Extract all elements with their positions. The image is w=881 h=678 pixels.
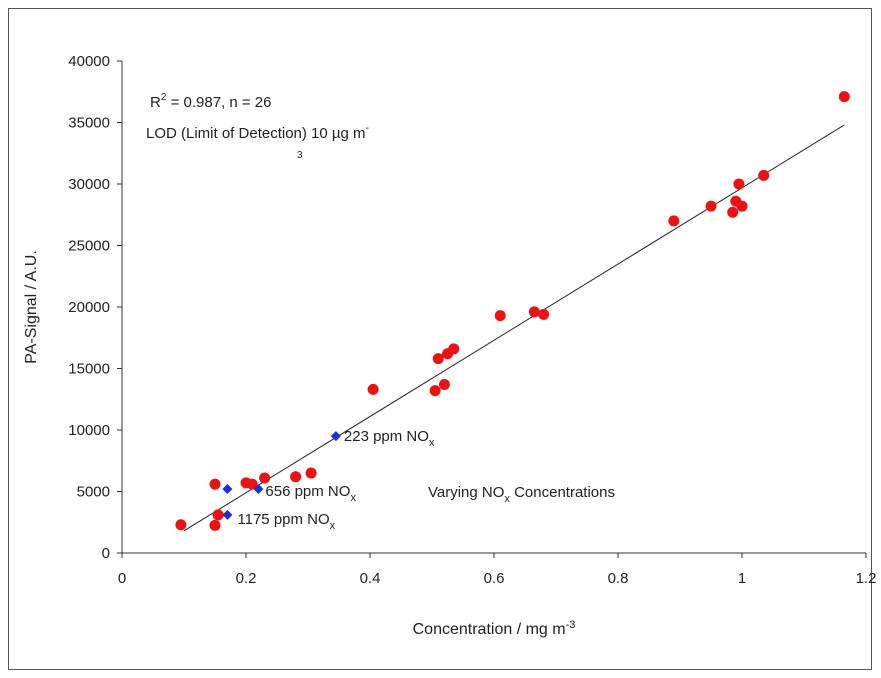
nox-point-label: 1175 ppm NOx: [237, 511, 335, 532]
nox-data-point: [222, 484, 233, 495]
point-labels: 223 ppm NOx 656 ppm NOx 1175 ppm NOx: [237, 428, 435, 532]
y-tick-label: 35000: [68, 115, 110, 132]
data-point: [736, 200, 748, 212]
nox-data-point: [222, 509, 233, 520]
y-axis-title: PA-Signal / A.U.: [23, 250, 40, 364]
regression-line: [183, 124, 845, 532]
x-tick-label: 1: [738, 570, 746, 587]
y-tick-label: 0: [102, 545, 110, 562]
x-tick-label: 0.6: [484, 570, 505, 587]
nox-point-label: 223 ppm NOx: [344, 428, 435, 449]
data-point: [367, 383, 379, 395]
y-tick-label: 15000: [68, 361, 110, 378]
x-tick-label: 0.2: [236, 570, 257, 587]
x-axis-ticks: 0 0.2 0.4 0.6 0.8 1 1.2: [118, 553, 877, 587]
data-point: [429, 385, 441, 397]
nox-point-label: 656 ppm NOx: [265, 483, 356, 504]
y-tick-label: 5000: [77, 484, 110, 501]
data-point: [448, 343, 460, 355]
data-point: [175, 519, 187, 531]
data-point: [305, 467, 317, 479]
varying-nox-annotation: Varying NOx Concentrations: [428, 484, 615, 505]
data-point: [438, 378, 450, 390]
r-squared-annotation: R2 = 0.987, n = 26: [150, 92, 272, 111]
data-point: [212, 509, 224, 521]
data-point: [758, 169, 770, 181]
y-tick-label: 30000: [68, 176, 110, 193]
data-point: [259, 472, 271, 484]
x-tick-label: 0.8: [608, 570, 629, 587]
data-point: [838, 91, 850, 103]
lod-annotation: LOD (Limit of Detection) 10 µg m-: [146, 123, 369, 142]
data-points: [175, 91, 850, 531]
data-point: [209, 519, 221, 531]
lod-unit-subscript: 3: [297, 150, 303, 161]
data-point: [727, 206, 739, 218]
data-point: [705, 200, 717, 212]
y-tick-label: 20000: [68, 299, 110, 316]
data-point: [494, 310, 506, 322]
data-point: [528, 306, 540, 318]
data-point: [538, 308, 550, 320]
y-axis-ticks: 0 5000 10000 15000 20000 25000 30000 35000 40000: [68, 53, 122, 562]
data-point: [733, 178, 745, 190]
x-axis-title: Concentration / mg m-3: [413, 619, 576, 638]
y-tick-label: 10000: [68, 422, 110, 439]
nox-data-point: [253, 484, 264, 495]
chart-frame: [8, 8, 872, 670]
data-point: [246, 478, 258, 490]
data-point: [290, 471, 302, 483]
y-tick-label: 25000: [68, 238, 110, 255]
y-tick-label: 40000: [68, 53, 110, 70]
nox-data-point: [330, 431, 341, 442]
x-tick-label: 0: [118, 570, 126, 587]
data-point: [209, 478, 221, 490]
data-point: [432, 353, 444, 365]
data-point: [668, 215, 680, 227]
x-tick-label: 0.4: [360, 570, 381, 587]
x-tick-label: 1.2: [856, 570, 877, 587]
